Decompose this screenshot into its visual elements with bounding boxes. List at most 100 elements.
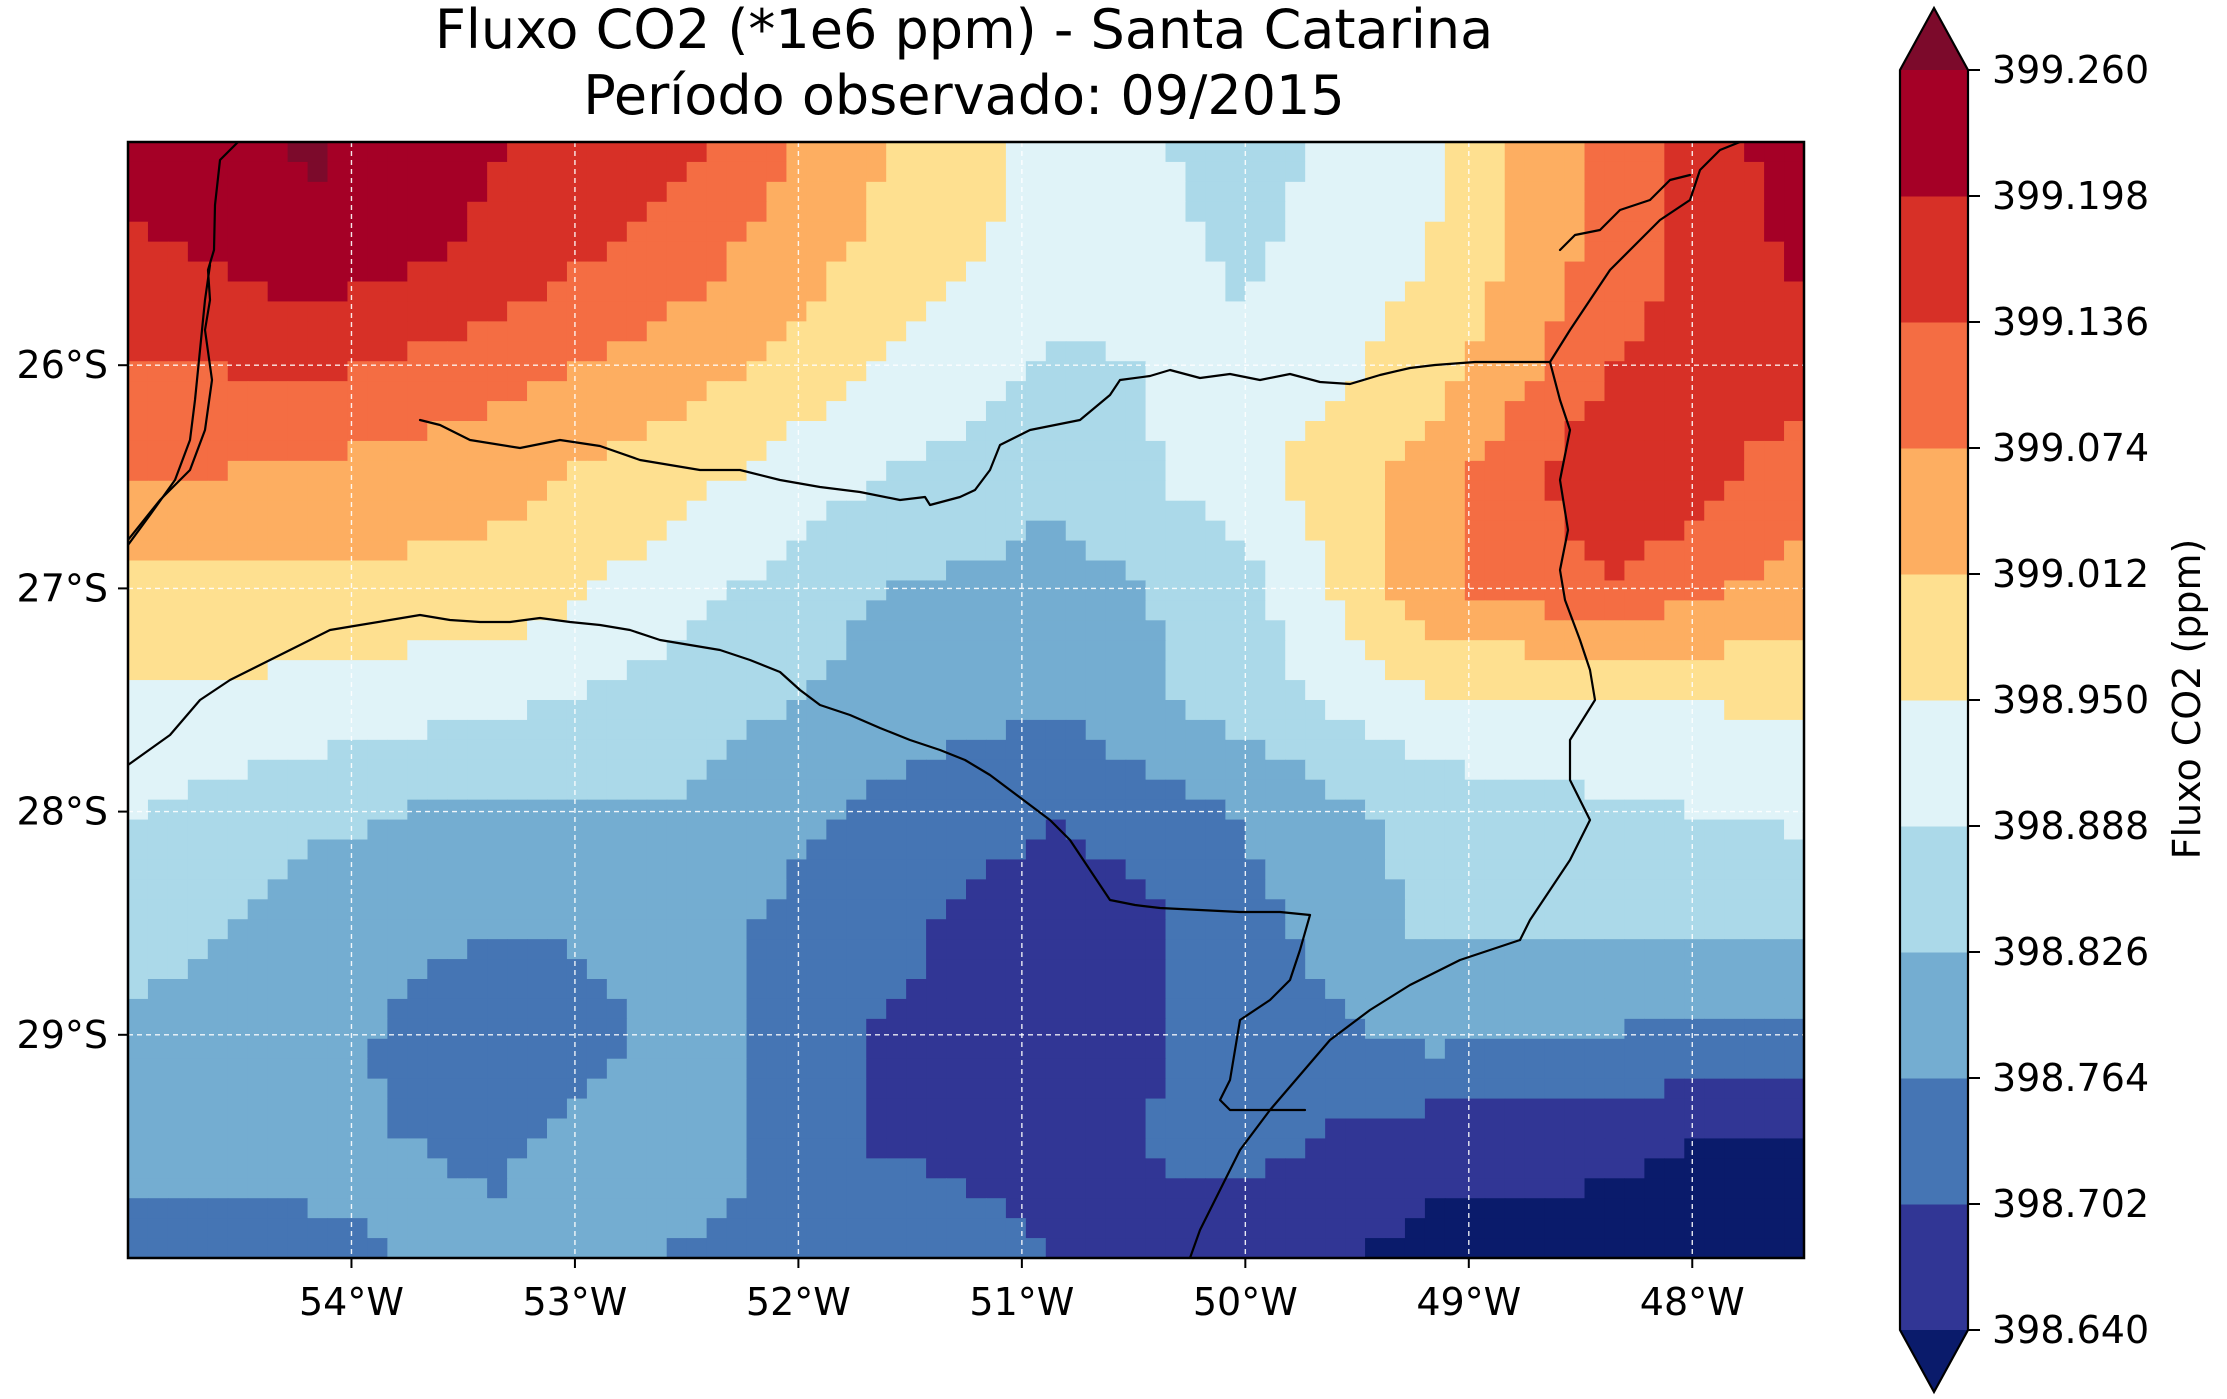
contour-cell <box>247 261 269 283</box>
contour-cell <box>1305 1118 1326 1140</box>
contour-cell <box>726 161 748 183</box>
contour-cell <box>507 520 528 542</box>
contour-cell <box>527 1018 548 1040</box>
contour-cell <box>1624 1178 1645 1199</box>
contour-cell <box>1664 1058 1685 1080</box>
contour-cell <box>227 1218 249 1239</box>
contour-cell <box>547 1118 568 1140</box>
contour-cell <box>1744 1198 1765 1219</box>
contour-cell <box>826 221 847 243</box>
contour-cell <box>1644 1078 1665 1100</box>
contour-cell <box>187 221 209 243</box>
contour-cell <box>267 142 289 163</box>
contour-cell <box>566 500 588 522</box>
contour-cell <box>1325 460 1346 482</box>
contour-cell <box>1404 1198 1426 1219</box>
contour-cell <box>686 540 708 562</box>
contour-cell <box>187 1118 209 1140</box>
contour-cell <box>347 540 369 562</box>
contour-cell <box>1325 919 1346 940</box>
contour-cell <box>1245 1078 1266 1100</box>
contour-cell <box>207 480 229 502</box>
contour-cell <box>1345 739 1366 761</box>
contour-cell <box>1225 998 1246 1020</box>
contour-cell <box>307 381 329 402</box>
contour-cell <box>1444 560 1466 582</box>
contour-cell <box>1045 600 1067 621</box>
contour-cell <box>1584 540 1606 562</box>
contour-cell <box>407 919 428 940</box>
contour-cell <box>826 859 847 880</box>
contour-cell <box>1225 241 1246 263</box>
contour-cell <box>487 560 508 582</box>
contour-cell <box>1065 500 1087 522</box>
contour-cell <box>527 500 548 522</box>
contour-cell <box>1045 361 1067 382</box>
contour-cell <box>1305 998 1326 1020</box>
contour-cell <box>886 700 907 721</box>
contour-cell <box>1185 401 1207 422</box>
contour-cell <box>1744 620 1765 641</box>
contour-cell <box>447 819 468 841</box>
contour-cell <box>1005 321 1027 342</box>
contour-cell <box>1584 460 1606 482</box>
contour-cell <box>906 979 927 1000</box>
contour-cell <box>1704 1198 1725 1219</box>
contour-cell <box>1464 361 1486 382</box>
contour-cell <box>167 779 189 801</box>
contour-cell <box>1165 1038 1187 1060</box>
contour-cell <box>906 859 927 880</box>
contour-cell <box>227 879 249 900</box>
contour-cell <box>387 560 408 582</box>
contour-cell <box>566 919 588 940</box>
contour-cell <box>806 1178 827 1199</box>
contour-cell <box>1724 161 1745 183</box>
contour-cell <box>128 1098 149 1120</box>
contour-cell <box>227 1038 249 1060</box>
contour-cell <box>626 321 648 342</box>
contour-cell <box>167 560 189 582</box>
contour-cell <box>1444 1098 1466 1120</box>
contour-cell <box>387 998 408 1020</box>
contour-cell <box>1125 381 1147 402</box>
contour-cell <box>507 421 528 442</box>
contour-cell <box>267 660 289 681</box>
contour-cell <box>307 520 329 542</box>
contour-cell <box>547 161 568 183</box>
contour-cell <box>1564 660 1586 681</box>
contour-cell <box>487 321 508 342</box>
contour-cell <box>1504 839 1526 861</box>
contour-cell <box>1245 660 1266 681</box>
contour-cell <box>1704 1018 1725 1040</box>
contour-cell <box>1784 600 1804 621</box>
contour-cell <box>187 1138 209 1159</box>
contour-cell <box>147 381 169 402</box>
contour-cell <box>1544 440 1566 462</box>
contour-cell <box>606 221 628 243</box>
contour-cell <box>1604 879 1626 900</box>
contour-cell <box>247 241 269 263</box>
contour-cell <box>686 1038 708 1060</box>
contour-cell <box>766 1158 788 1179</box>
contour-cell <box>1464 719 1486 741</box>
contour-cell <box>1444 879 1466 900</box>
contour-cell <box>886 1158 907 1179</box>
contour-cell <box>1644 1038 1665 1060</box>
contour-cell <box>646 979 668 1000</box>
contour-cell <box>1564 540 1586 562</box>
contour-cell <box>766 341 788 362</box>
contour-cell <box>826 779 847 801</box>
contour-cell <box>1185 201 1207 223</box>
contour-cell <box>467 421 488 442</box>
contour-cell <box>187 580 209 601</box>
contour-cell <box>1125 660 1147 681</box>
contour-cell <box>1125 640 1147 661</box>
contour-cell <box>287 1158 309 1179</box>
contour-cell <box>1624 839 1645 861</box>
contour-cell <box>1724 321 1745 342</box>
contour-cell <box>1025 879 1047 900</box>
contour-cell <box>427 500 448 522</box>
contour-cell <box>646 819 668 841</box>
contour-cell <box>906 620 927 641</box>
contour-cell <box>646 221 668 243</box>
